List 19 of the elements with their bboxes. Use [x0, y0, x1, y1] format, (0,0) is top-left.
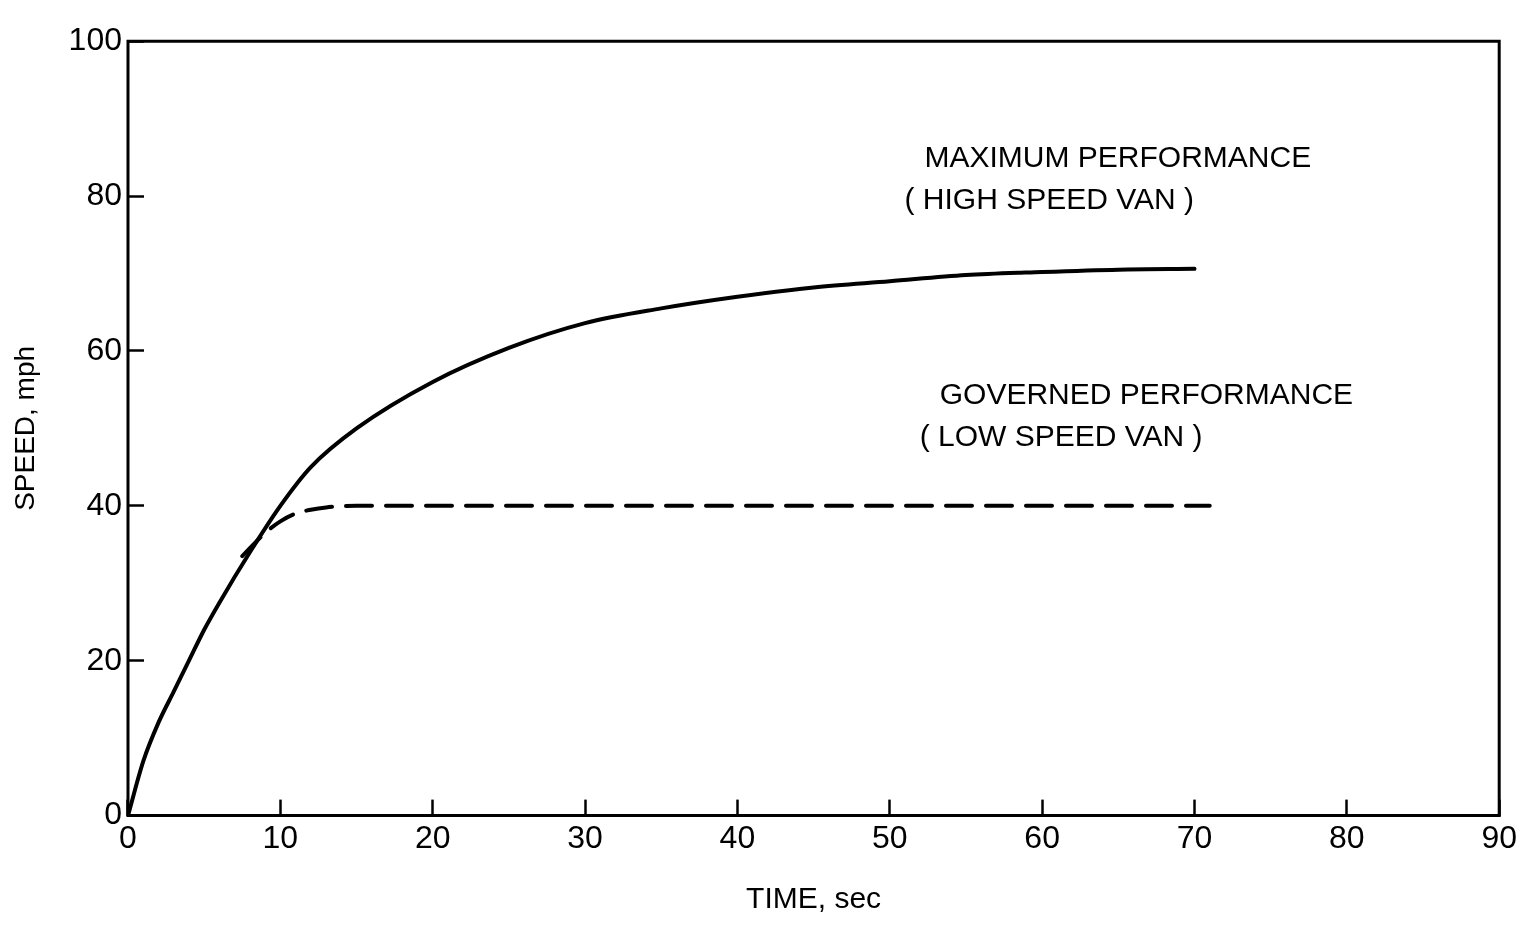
x-tick-label: 50	[871, 818, 908, 855]
x-tick-label: 70	[1176, 818, 1213, 855]
x-tick-label: 10	[262, 818, 299, 855]
y-tick-label: 40	[86, 485, 122, 522]
x-tick-label: 60	[1024, 818, 1060, 855]
x-tick-label: 20	[414, 818, 451, 855]
y-tick-label: 0	[104, 795, 122, 832]
x-tick-label: 40	[719, 818, 756, 855]
y-tick-label: 20	[86, 640, 122, 677]
y-axis-title: SPEED, mph	[8, 345, 40, 511]
y-tick-label: 100	[68, 21, 122, 58]
x-tick-label: 30	[567, 818, 603, 855]
x-tick-label: 80	[1329, 818, 1365, 855]
x-tick-label: 90	[1481, 818, 1517, 855]
y-tick-label: 80	[86, 175, 122, 212]
text: MAXIMUM PERFORMANCE ( HIGH SPEED VAN )	[904, 140, 1312, 216]
y-tick-label: 60	[86, 330, 122, 367]
x-axis-title: TIME, sec	[746, 881, 882, 915]
series-label: GOVERNED PERFORMANCE ( LOW SPEED VAN )	[919, 377, 1354, 453]
